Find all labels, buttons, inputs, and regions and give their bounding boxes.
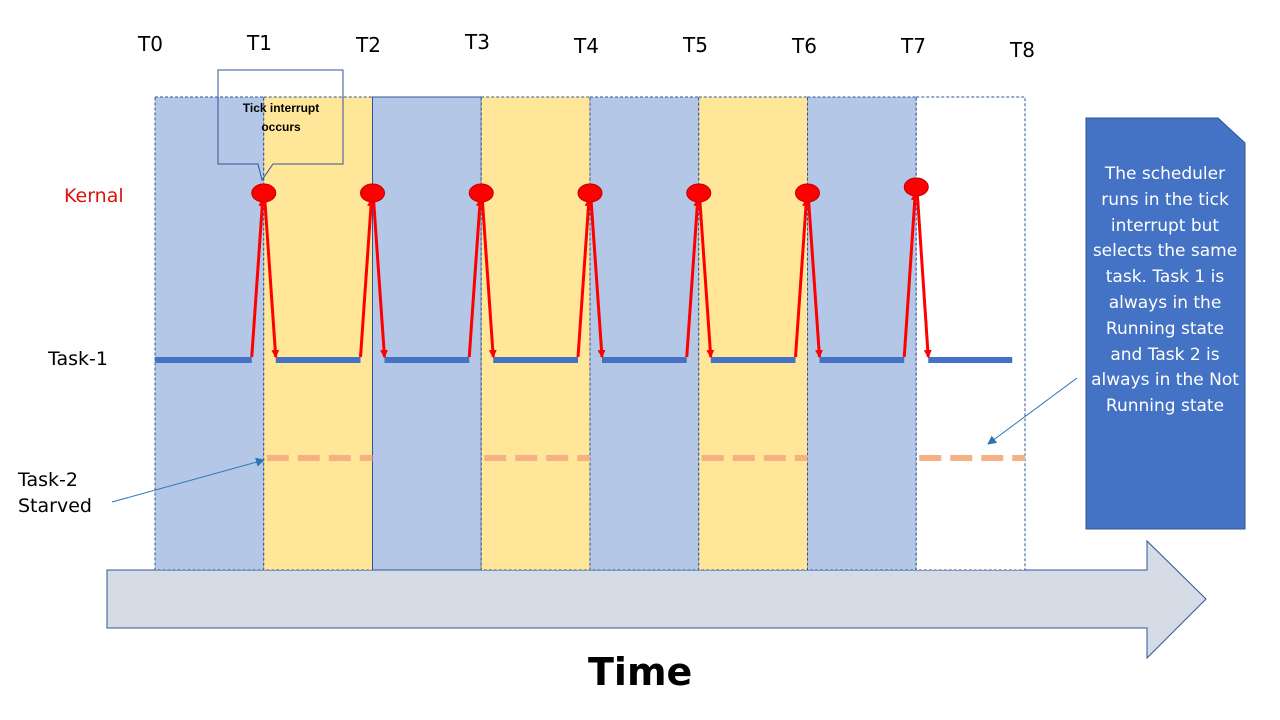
kernel-row-label: Kernal: [64, 185, 124, 207]
scheduler-note-text: The scheduler runs in the tick interrupt…: [1091, 164, 1239, 417]
task2-label: Task-2: [18, 469, 78, 491]
tick-label-t3: T3: [465, 30, 490, 54]
callout-text: Tick interrupt occurs: [242, 101, 320, 134]
time-slot-yellow: [480, 96, 591, 571]
return-to-task-arrow: [807, 198, 824, 358]
note-pointer-line: [987, 377, 1078, 445]
switch-to-kernel-arrow: [794, 198, 811, 358]
starved-pointer-line: [111, 457, 265, 503]
return-to-task-arrow: [589, 198, 606, 358]
kernel-tick-marker: [795, 183, 820, 203]
switch-to-kernel-arrow: [685, 198, 702, 358]
tick-interrupt-callout: [217, 69, 344, 182]
tick-label-t1: T1: [247, 31, 272, 55]
tick-label-t2: T2: [356, 33, 381, 57]
starved-label: Starved: [18, 495, 92, 517]
switch-to-kernel-arrow: [576, 198, 593, 358]
switch-to-kernel-arrow: [467, 198, 484, 358]
tick-label-t4: T4: [574, 34, 599, 58]
kernel-tick-marker: [468, 183, 494, 203]
time-slot-blue: [589, 96, 700, 571]
task1-row-label: Task-1: [48, 348, 108, 370]
tick-label-t8: T8: [1010, 38, 1035, 62]
time-slot-yellow: [698, 96, 808, 571]
return-to-task-arrow: [263, 198, 280, 358]
switch-to-kernel-arrow: [902, 192, 919, 358]
kernel-tick-marker: [577, 183, 603, 203]
tick-label-t7: T7: [901, 34, 926, 58]
return-to-task-arrow: [915, 192, 932, 358]
time-slot-blue: [154, 96, 265, 571]
return-to-task-arrow: [698, 198, 715, 358]
time-slot-white: [915, 96, 1026, 571]
time-slot-blue: [807, 96, 917, 571]
tick-label-t5: T5: [683, 33, 708, 57]
kernel-tick-marker: [360, 183, 385, 203]
time-slot-yellow: [263, 96, 373, 571]
switch-to-kernel-arrow: [250, 198, 267, 358]
tick-label-t6: T6: [792, 34, 817, 58]
task2-row-label: Task-2 Starved: [18, 467, 92, 519]
kernel-tick-marker: [686, 183, 712, 203]
time-axis-label: Time: [588, 650, 693, 694]
tick-label-t0: T0: [138, 32, 163, 56]
scheduler-note-box: [1085, 117, 1246, 530]
kernel-tick-marker: [251, 183, 277, 203]
kernel-tick-marker: [903, 177, 929, 197]
time-slot-blue: [372, 96, 482, 571]
return-to-task-arrow: [372, 198, 389, 358]
switch-to-kernel-arrow: [359, 198, 376, 358]
return-to-task-arrow: [480, 198, 497, 358]
